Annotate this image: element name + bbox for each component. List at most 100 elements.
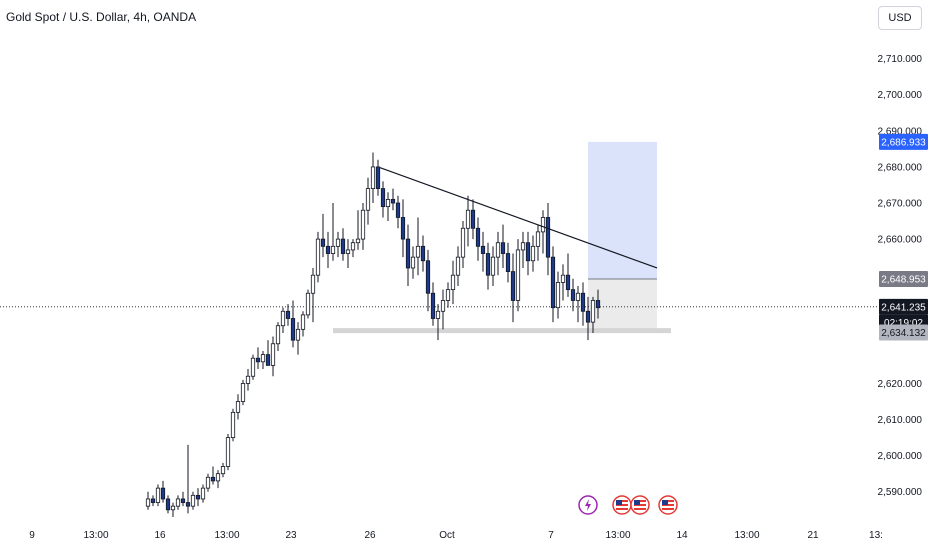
candle-body (335, 238, 341, 247)
candle-body (195, 494, 201, 500)
x-tick-label: 7 (548, 530, 554, 541)
candle-body (450, 274, 456, 291)
candle-body (250, 357, 256, 377)
candle-body (155, 487, 161, 503)
trendline[interactable] (379, 167, 658, 269)
candle-body (425, 260, 431, 294)
candle-body (510, 271, 516, 301)
candle-body (255, 357, 261, 363)
x-tick-label: 16 (154, 530, 166, 541)
candle-body (315, 238, 321, 276)
candle-body (305, 292, 311, 316)
x-tick-label: 13:00 (734, 530, 759, 541)
currency-button[interactable]: USD (878, 6, 922, 30)
price-tags: 2,686.933 2,648.953 2,641.235 02:19:022,634… (879, 133, 928, 341)
y-tick-label: 2,670.000 (878, 199, 923, 210)
candle-body (480, 245, 486, 254)
time-axis[interactable]: 9 13:00 16 13:00 23 26 Oct 7 13:00 14 13:00 21 13: (29, 530, 883, 541)
price-tag-box (879, 270, 928, 287)
y-tick-label: 2,690.000 (878, 126, 923, 137)
candle-body (200, 487, 206, 500)
candle-body (385, 199, 391, 208)
candle-body (530, 245, 536, 262)
y-tick-label: 2,600.000 (878, 451, 923, 462)
price-tag-label: 2,648.953 (881, 274, 926, 285)
y-tick-label: 2,660.000 (878, 235, 923, 246)
candle-body (495, 242, 501, 258)
y-tick-label: 2,590.000 (878, 487, 923, 498)
candle-body (145, 498, 151, 507)
candle-body (545, 217, 551, 258)
countdown-label: 02:19:02 (884, 318, 923, 329)
price-tag-box (879, 133, 928, 150)
candle-body (455, 256, 461, 276)
us-flag-icon[interactable] (612, 495, 632, 515)
candle-body (295, 328, 301, 341)
candle-body (245, 375, 251, 384)
candle-body (475, 227, 481, 247)
candle-body (390, 199, 396, 204)
candle-body (340, 238, 346, 254)
candle-body (285, 310, 291, 319)
candle-body (535, 231, 541, 247)
candle-body (410, 256, 416, 269)
candles (145, 152, 601, 517)
target-zone[interactable] (588, 141, 657, 279)
candle-body (175, 498, 181, 507)
candle-body (325, 245, 331, 254)
candle-body (300, 314, 306, 330)
price-tag-label: 2,634.132 (881, 328, 926, 339)
x-tick-label: 13:00 (214, 530, 239, 541)
candle-body (430, 292, 436, 319)
x-tick-label: 13:00 (83, 530, 108, 541)
candle-body (585, 310, 591, 323)
candle-body (260, 354, 266, 363)
candle-body (380, 188, 386, 208)
candle-body (150, 498, 156, 503)
candle-body (595, 300, 601, 309)
y-tick-label: 2,610.000 (878, 415, 923, 426)
candle-body (505, 253, 511, 272)
support-band[interactable] (333, 328, 671, 334)
candle-body (560, 274, 566, 283)
candle-body (310, 274, 316, 294)
candle-body (465, 209, 471, 229)
price-tag-target: 2,686.933 (879, 133, 928, 150)
candle-body (470, 209, 476, 229)
x-tick-label: 14 (676, 530, 688, 541)
candle-body (490, 256, 496, 276)
candle-body (400, 217, 406, 240)
candle-body (570, 289, 576, 301)
price-tag-box (879, 298, 928, 315)
candle-body (160, 487, 166, 500)
candle-body (330, 245, 336, 254)
candle-body (365, 188, 371, 211)
price-axis[interactable]: 2,590.000 2,600.000 2,610.000 2,620.000 2,66… (878, 54, 923, 498)
price-tag-box (879, 324, 928, 341)
y-tick-label: 2,620.000 (878, 379, 923, 390)
x-tick-label: Oct (439, 530, 455, 541)
x-tick-label: 13:00 (605, 530, 630, 541)
candle-body (555, 282, 561, 309)
us-flag-icon[interactable] (658, 495, 678, 515)
candle-body (280, 310, 286, 327)
y-tick-label: 2,710.000 (878, 54, 923, 65)
x-tick-label: 23 (285, 530, 297, 541)
candle-body (415, 245, 421, 258)
candle-body (395, 202, 401, 218)
x-tick-label: 21 (807, 530, 819, 541)
candle-body (435, 310, 441, 319)
price-tag-label: 2,641.235 (881, 302, 926, 313)
candle-body (170, 505, 176, 511)
lightning-icon[interactable] (578, 495, 598, 515)
candle-body (185, 502, 191, 507)
candle-body (540, 217, 546, 233)
candle-body (485, 253, 491, 276)
candle-body (180, 498, 186, 503)
candle-body (405, 238, 411, 269)
candle-body (525, 242, 531, 262)
candle-body (190, 494, 196, 507)
us-flag-icon[interactable] (630, 495, 650, 515)
candle-body (515, 249, 521, 301)
